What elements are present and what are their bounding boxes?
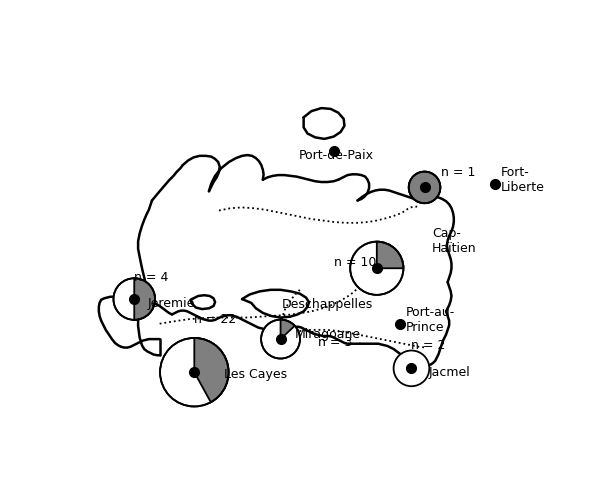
Text: Les Cayes: Les Cayes xyxy=(224,368,287,381)
Text: Port-au-
Prince: Port-au- Prince xyxy=(406,306,455,334)
Circle shape xyxy=(113,278,155,320)
Text: Miragoane: Miragoane xyxy=(295,328,361,342)
Text: n = 3: n = 3 xyxy=(317,336,352,349)
Text: Cap-
Haïtien: Cap- Haïtien xyxy=(432,227,477,256)
Text: n = 4: n = 4 xyxy=(134,271,169,284)
Text: n = 2: n = 2 xyxy=(412,339,446,352)
Wedge shape xyxy=(409,172,440,203)
Wedge shape xyxy=(377,241,403,268)
Text: Jacmel: Jacmel xyxy=(428,366,470,379)
Text: Deschappelles: Deschappelles xyxy=(282,298,373,311)
Text: Port-de-Paix: Port-de-Paix xyxy=(298,149,373,162)
Wedge shape xyxy=(194,338,229,402)
Circle shape xyxy=(394,351,430,386)
Circle shape xyxy=(160,338,229,406)
Text: n = 22: n = 22 xyxy=(194,313,236,326)
Circle shape xyxy=(409,172,440,203)
Text: n = 10: n = 10 xyxy=(334,256,377,269)
Wedge shape xyxy=(281,319,295,339)
Text: n = 1: n = 1 xyxy=(442,165,476,179)
Text: Jeremie: Jeremie xyxy=(148,297,196,310)
Text: Fort-
Liberte: Fort- Liberte xyxy=(501,166,545,194)
Wedge shape xyxy=(134,278,155,320)
Circle shape xyxy=(350,241,403,295)
Circle shape xyxy=(261,319,300,359)
